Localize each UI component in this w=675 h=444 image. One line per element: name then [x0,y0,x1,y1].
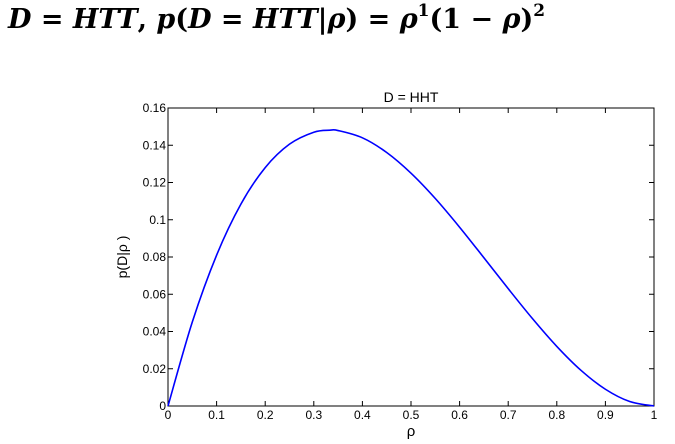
x-tick-label: 1 [651,408,658,422]
formula-exponent: 1 [417,1,430,21]
x-tick-label: 0 [165,408,172,422]
plot-frame [167,107,655,407]
x-tick-label: 0.2 [257,408,274,422]
chart-title: D = HHT [384,89,439,105]
y-tick-label: 0.14 [143,138,167,152]
series-group [167,128,655,407]
formula-equals: = [31,4,73,35]
formula-term: (1 − [429,4,503,35]
formula-paren: ( [175,4,189,35]
x-tick-label: 0.3 [305,408,322,422]
x-tick-label: 0.5 [403,408,420,422]
formula-rho: ρ [399,4,418,35]
formula-paren: ) [520,4,534,35]
y-tick-label: 0.02 [143,362,167,376]
formula-p: p [156,4,176,35]
x-tick-label: 0.9 [597,408,614,422]
formula: D = HTT, p(D = HTT|ρ) = ρ1(1 − ρ)2 [8,1,546,36]
plot-border [167,107,655,407]
formula-rho: ρ [502,4,521,35]
x-tick-label: 0.6 [451,408,468,422]
formula-var: D [188,4,212,35]
x-tick-label: 0.4 [354,408,371,422]
formula-rho: ρ [327,4,346,35]
formula-comma: , [137,4,157,35]
y-tick-label: 0.08 [143,250,167,264]
y-tick-label: 0.16 [143,101,167,115]
x-tick-label: 0.7 [500,408,517,422]
formula-exponent: 2 [533,1,546,21]
x-tick-label: 0.8 [548,408,565,422]
y-tick-label: 0 [159,399,166,413]
formula-data: HTT [72,4,138,35]
x-tick-label: 0.1 [208,408,225,422]
formula-bar: | [317,4,328,35]
y-tick-label: 0.1 [149,213,166,227]
y-tick-label: 0.04 [143,325,167,339]
series-line [167,128,655,407]
y-tick-label: 0.06 [143,287,167,301]
y-axis-label: p(D|ρ ) [114,236,130,279]
x-axis-label: ρ [407,423,416,440]
formula-paren: ) [345,4,359,35]
axis-ticks: 0 0.1 0.2 0.3 0.4 0.5 0.6 0.7 0.8 0.9 1 0 0.02 0.04 0.… [143,101,658,422]
formula-equals: = [358,4,400,35]
formula-data: HTT [252,4,318,35]
formula-equals: = [211,4,253,35]
y-tick-label: 0.12 [143,176,167,190]
formula-lhs: D [8,4,32,35]
